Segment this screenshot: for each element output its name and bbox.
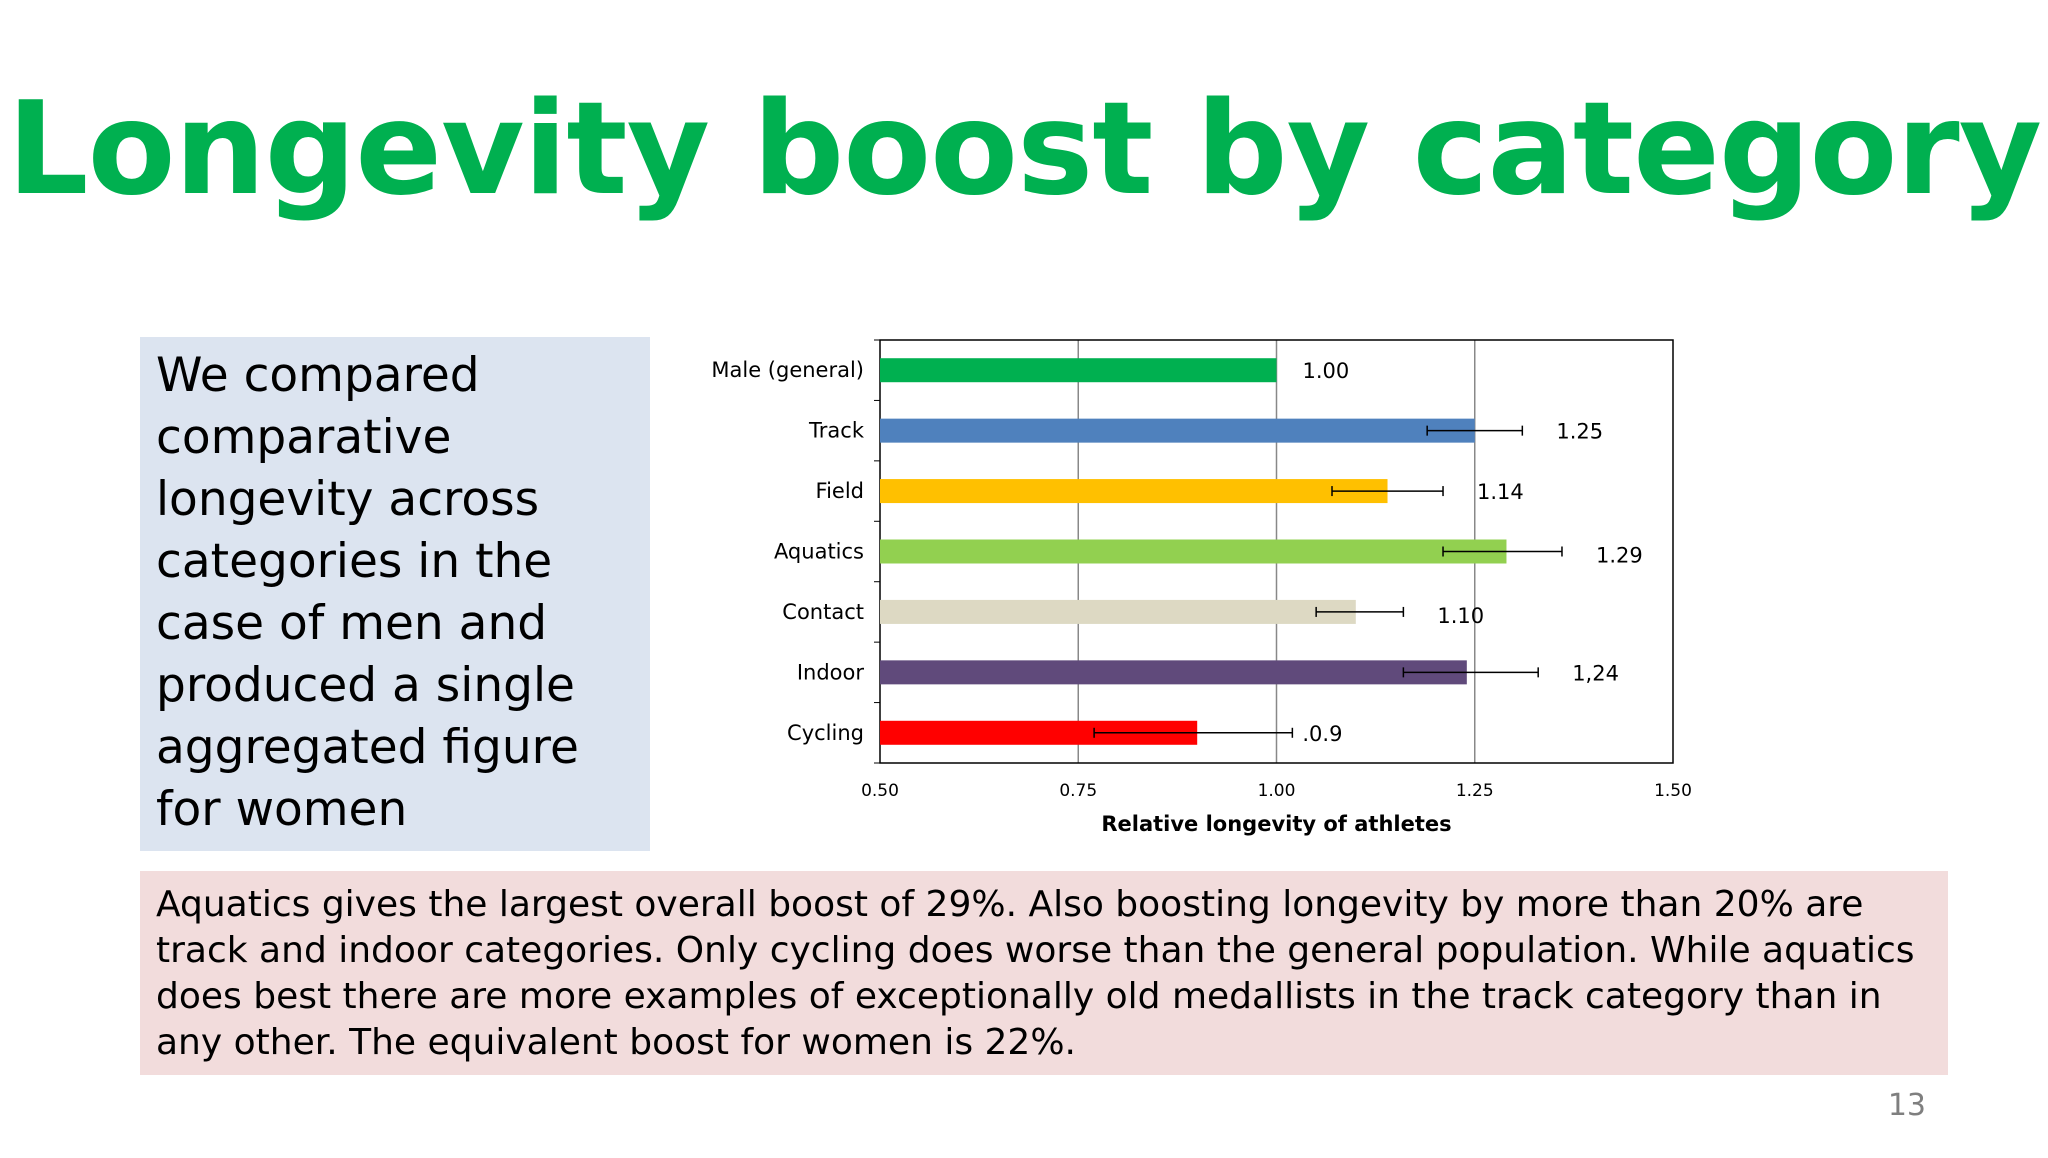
bar-track	[880, 418, 1475, 443]
category-label: Contact	[782, 600, 864, 624]
category-label: Male (general)	[711, 358, 864, 382]
bar-male-general	[880, 358, 1277, 383]
slide-title: Longevity boost by category	[7, 75, 2042, 224]
x-axis-label: Relative longevity of athletes	[1101, 812, 1451, 836]
findings-text-box: Aquatics gives the largest overall boost…	[140, 871, 1948, 1075]
category-label: Aquatics	[774, 540, 864, 564]
x-tick-label: 0.50	[861, 781, 899, 801]
bar-contact	[880, 599, 1356, 624]
category-label: Track	[808, 419, 865, 443]
x-tick-label: 1.50	[1654, 781, 1692, 801]
data-label: 1.00	[1303, 359, 1350, 383]
chart-svg: Male (general) 1.00 Track 1.25 Field 1.14 Aqua…	[711, 339, 1692, 836]
data-label: 1.25	[1556, 420, 1603, 444]
category-label: Cycling	[787, 721, 864, 745]
data-label: .0.9	[1302, 722, 1342, 746]
page-number: 13	[1887, 1088, 1926, 1123]
bar-indoor	[880, 660, 1467, 685]
findings-text: Aquatics gives the largest overall boost…	[156, 884, 1915, 1063]
summary-text-box: We compared comparative longevity across…	[140, 337, 650, 851]
data-label: 1,24	[1572, 661, 1619, 685]
x-tick-label: 1.00	[1258, 781, 1296, 801]
bar-field	[880, 479, 1388, 504]
category-label: Field	[816, 479, 864, 503]
bar-aquatics	[880, 539, 1507, 564]
data-label: 1.29	[1596, 544, 1643, 568]
longevity-chart: Male (general) 1.00 Track 1.25 Field 1.14 Aqua…	[660, 325, 1720, 860]
data-label: 1.14	[1477, 480, 1524, 504]
summary-text: We compared comparative longevity across…	[156, 348, 579, 837]
category-label: Indoor	[797, 660, 865, 684]
x-tick-label: 0.75	[1059, 781, 1097, 801]
data-label: 1.10	[1437, 604, 1484, 628]
x-tick-label: 1.25	[1456, 781, 1494, 801]
